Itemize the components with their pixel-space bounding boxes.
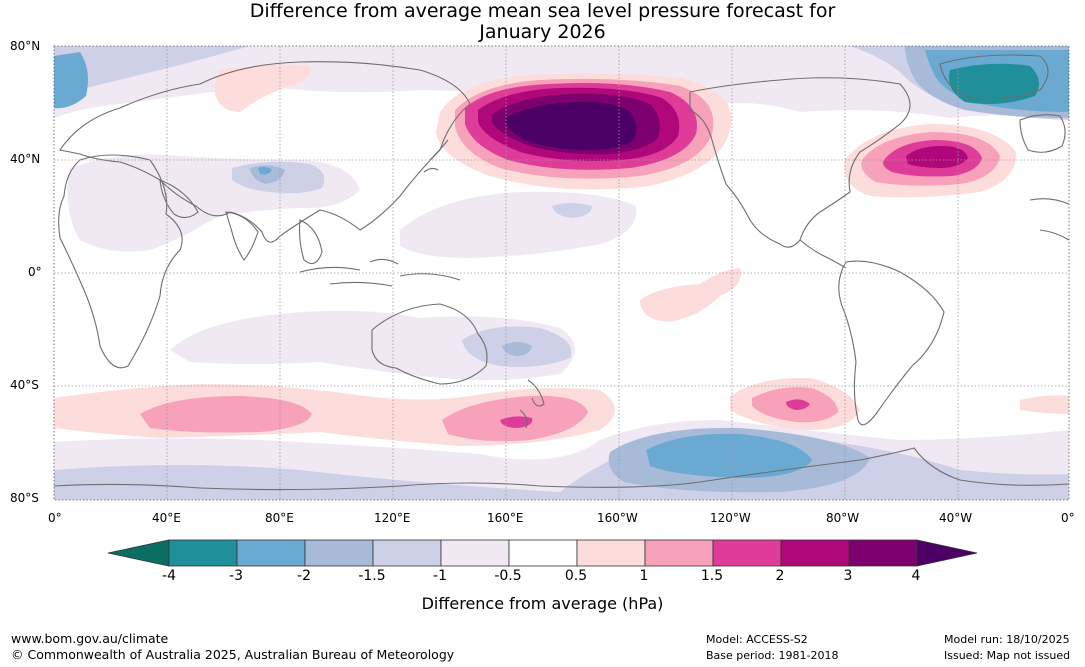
- colorbar-bin: [848, 539, 918, 567]
- coast-maritime: [299, 258, 461, 287]
- chart-title-line2: January 2026: [479, 21, 606, 43]
- coast-japan: [423, 139, 449, 173]
- colorbar-tick-label: 4: [911, 568, 921, 584]
- footer-copyright: © Commonwealth of Australia 2025, Austra…: [11, 647, 455, 662]
- colorbar-tick-label: 2: [775, 568, 785, 584]
- lat-label-80s: 80°S: [10, 491, 39, 505]
- south-atlantic-positive: [1020, 395, 1069, 414]
- colorbar-tick-label: -4: [162, 568, 176, 584]
- colorbar-tick-label: -1: [433, 568, 447, 584]
- coast-indochina: [298, 219, 323, 265]
- graticule: [54, 46, 1069, 500]
- tasman-high-15: [500, 416, 533, 428]
- coast-antarctica: [53, 447, 1070, 491]
- colorbar-bin: [576, 539, 646, 567]
- footer-model-run: Model run: 18/10/2025: [944, 633, 1070, 646]
- lon-label-40w: 40°W: [939, 511, 973, 525]
- coast-australia: [371, 303, 488, 385]
- colorbar-tick-label: -3: [229, 568, 243, 584]
- colorbar: [107, 539, 978, 567]
- lon-label-160w: 160°W: [597, 511, 638, 525]
- colorbar-tick-label: 1.5: [700, 568, 724, 584]
- lat-label-40s: 40°S: [10, 378, 39, 392]
- arctic-west-blue: [54, 52, 88, 109]
- colorbar-bin: [304, 539, 374, 567]
- coast-west-africa: [1029, 198, 1070, 241]
- colorbar-tick-label: -0.5: [494, 568, 522, 584]
- colorbar-tick-label: 0.5: [564, 568, 588, 584]
- lon-label-120w: 120°W: [710, 511, 751, 525]
- aleutian-high-4: [505, 101, 637, 150]
- colorbar-bin: [168, 539, 238, 567]
- east-pacific-positive: [640, 268, 741, 322]
- coast-india: [225, 211, 259, 261]
- footer-model: Model: ACCESS-S2: [706, 633, 808, 646]
- coast-africa: [58, 154, 183, 369]
- coastlines: [53, 54, 1070, 491]
- colorbar-bin: [236, 539, 306, 567]
- arctic-lavender: [54, 46, 250, 96]
- colorbar-bin: [508, 539, 578, 567]
- footer-issued: Issued: Map not issued: [944, 649, 1071, 662]
- colorbar-tick-label: 3: [843, 568, 853, 584]
- greenland-low-core: [949, 63, 1039, 104]
- coast-south-america: [838, 260, 945, 426]
- australia-negative-core: [502, 342, 532, 356]
- colorbar-tick-label: -1.5: [358, 568, 386, 584]
- indian-ocean-high-1: [140, 396, 312, 433]
- colorbar-bin: [440, 539, 510, 567]
- tibet-negative-spot: [258, 166, 272, 175]
- footer-base-period: Base period: 1981-2018: [706, 649, 839, 662]
- colorbar-extend-min: [107, 539, 170, 567]
- coast-arabia: [159, 179, 199, 219]
- lat-label-80n: 80°N: [10, 39, 41, 53]
- east-pacific-south-high-15: [786, 399, 810, 410]
- coast-europe: [1019, 114, 1066, 153]
- pacific-negative-spot: [552, 203, 592, 218]
- coast-greenland: [939, 54, 1049, 101]
- lon-label-160e: 160°E: [487, 511, 524, 525]
- atlantic-high-2: [906, 146, 968, 168]
- colorbar-tick-label: 1: [639, 568, 649, 584]
- lat-label-40n: 40°N: [10, 152, 41, 166]
- coast-north-america: [689, 77, 911, 248]
- lon-label-120e: 120°E: [374, 511, 411, 525]
- coast-new-zealand: [519, 379, 545, 429]
- lon-label-80w: 80°W: [826, 511, 860, 525]
- lon-label-0-west: 0°: [48, 511, 62, 525]
- colorbar-tick-label: -2: [297, 568, 311, 584]
- colorbar-bin: [372, 539, 442, 567]
- lat-label-eq: 0°: [28, 265, 42, 279]
- colorbar-title: Difference from average (hPa): [421, 594, 664, 613]
- map-frame: [53, 45, 1070, 501]
- coast-eurasia: [59, 61, 471, 243]
- coast-central-america: [799, 239, 847, 269]
- anomaly-fields: [54, 46, 1069, 500]
- lon-label-0-east: 0°: [1061, 511, 1075, 525]
- lon-label-40e: 40°E: [152, 511, 181, 525]
- colorbar-bin: [712, 539, 782, 567]
- amundsen-low-2: [646, 433, 812, 478]
- lon-label-80e: 80°E: [265, 511, 294, 525]
- siberia-positive: [214, 64, 311, 112]
- footer-website: www.bom.gov.au/climate: [11, 631, 169, 646]
- colorbar-extend-max: [916, 539, 978, 567]
- chart-title-line1: Difference from average mean sea level p…: [249, 0, 836, 22]
- colorbar-bin: [644, 539, 714, 567]
- colorbar-bin: [780, 539, 850, 567]
